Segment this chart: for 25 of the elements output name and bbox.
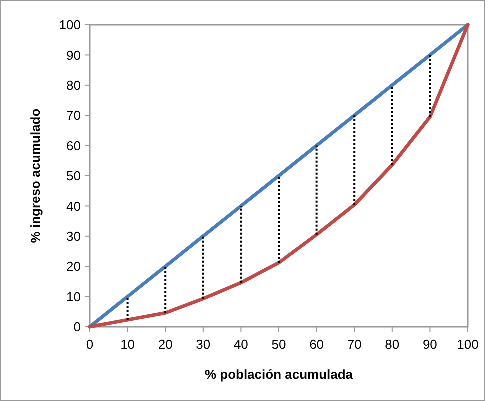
y-tick-label: 60 [66, 138, 81, 154]
y-axis-title: % ingreso acumulado [28, 108, 43, 244]
x-tick-label: 40 [234, 337, 248, 352]
y-tick-label: 10 [66, 289, 81, 304]
x-tick-label: 90 [422, 337, 438, 352]
y-tick-label: 30 [66, 228, 81, 244]
x-tick-label: 50 [272, 337, 286, 352]
y-tick-label: 50 [66, 168, 81, 184]
y-tick-label: 90 [66, 48, 81, 63]
x-tick-label: 70 [347, 337, 362, 352]
x-tick-label: 30 [196, 337, 211, 352]
x-tick-label: 20 [158, 337, 173, 352]
x-tick-label: 100 [457, 337, 479, 352]
y-tick-label: 70 [66, 108, 81, 124]
line-series [88, 23, 470, 329]
x-tick-label: 60 [310, 337, 324, 352]
x-tick-label: 10 [120, 337, 136, 352]
x-tick-label: 80 [385, 337, 400, 352]
y-tick-label: 0 [74, 320, 81, 335]
y-tick-label: 40 [66, 198, 81, 214]
y-tick-label: 80 [66, 78, 81, 93]
y-tick-label: 100 [59, 18, 81, 33]
y-tick-label: 20 [66, 259, 81, 274]
x-tick-label: 0 [86, 337, 94, 352]
x-axis-title: % población acumulada [204, 367, 354, 382]
